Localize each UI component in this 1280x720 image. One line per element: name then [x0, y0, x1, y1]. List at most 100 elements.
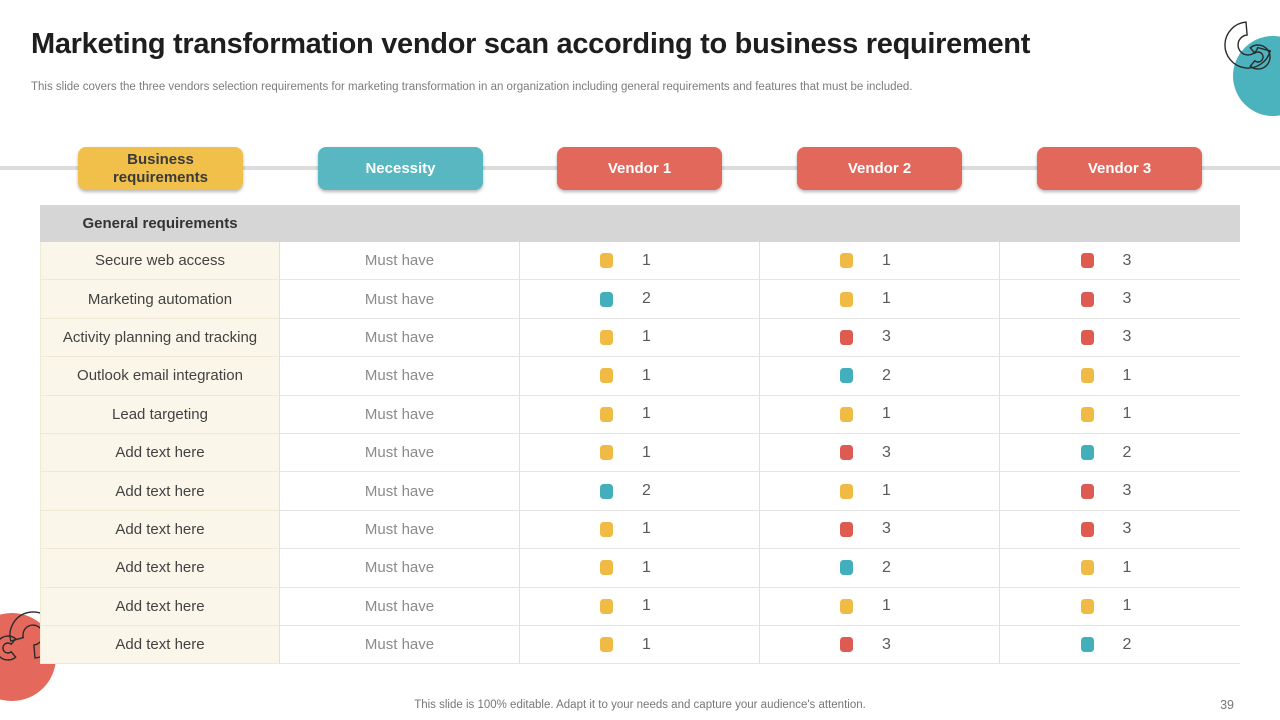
- vendor-2-score-cell: 3: [760, 625, 1000, 665]
- score-marker-icon: [1080, 637, 1094, 653]
- section-header-row: General requirements: [40, 205, 1240, 242]
- vendor-3-score-cell: 3: [1000, 242, 1240, 281]
- necessity-cell: Must have: [280, 510, 520, 550]
- score-value: 1: [642, 366, 651, 384]
- requirement-cell: Lead targeting: [40, 395, 280, 434]
- table-row: Secure web access Must have 1 1 3: [40, 242, 1240, 281]
- footer-note: This slide is 100% editable. Adapt it to…: [414, 699, 866, 711]
- score-marker-icon: [1080, 291, 1094, 307]
- vendor-1-score-cell: 1: [520, 242, 760, 281]
- vendor-1-score-cell: 1: [520, 433, 760, 473]
- score-value: 1: [642, 558, 651, 576]
- vendor-1-score-cell: 2: [520, 280, 760, 319]
- score-marker-icon: [840, 598, 854, 614]
- score-marker-icon: [1080, 445, 1094, 461]
- vendor-2-score-cell: 2: [760, 357, 1000, 396]
- requirement-cell: Add text here: [40, 510, 280, 550]
- score-value: 3: [882, 520, 891, 538]
- table-row: Add text here Must have 1 2 1: [40, 549, 1240, 588]
- requirement-cell: Outlook email integration: [40, 357, 280, 396]
- vendor-1-score-cell: 1: [520, 395, 760, 434]
- score-marker-icon: [840, 560, 854, 576]
- score-value: 3: [1122, 290, 1132, 308]
- score-marker-icon: [600, 521, 614, 537]
- score-marker-icon: [840, 445, 854, 461]
- necessity-cell: Must have: [280, 549, 520, 588]
- score-marker-icon: [840, 368, 854, 384]
- vendor-1-score-cell: 2: [520, 472, 760, 511]
- score-marker-icon: [840, 253, 854, 269]
- page-number: 39: [1220, 698, 1234, 712]
- score-marker-icon: [600, 368, 614, 384]
- vendor-1-score-cell: 1: [520, 510, 760, 550]
- score-value: 2: [882, 558, 891, 576]
- table-row: Add text here Must have 1 3 2: [40, 433, 1240, 473]
- score-marker-icon: [1080, 329, 1094, 345]
- page-title: Marketing transformation vendor scan acc…: [31, 28, 1031, 60]
- necessity-cell: Must have: [280, 242, 520, 281]
- crescent-outline-icon: [1224, 21, 1272, 69]
- vendor-2-score-cell: 1: [760, 587, 1000, 626]
- vendor-2-score-cell: 3: [760, 510, 1000, 550]
- score-value: 3: [882, 635, 891, 653]
- vendor-1-score-cell: 1: [520, 549, 760, 588]
- column-header-necessity[interactable]: Necessity: [318, 147, 483, 190]
- necessity-cell: Must have: [280, 395, 520, 434]
- score-value: 1: [882, 290, 891, 308]
- requirement-cell: Add text here: [40, 549, 280, 588]
- vendor-2-score-cell: 2: [760, 549, 1000, 588]
- vendor-2-score-cell: 3: [760, 433, 1000, 473]
- score-marker-icon: [1080, 253, 1094, 269]
- score-value: 1: [642, 635, 651, 653]
- score-value: 2: [1122, 443, 1132, 461]
- score-value: 2: [1122, 635, 1132, 653]
- vendor-3-score-cell: 2: [1000, 625, 1240, 665]
- slide-subtitle: This slide covers the three vendors sele…: [31, 81, 913, 93]
- small-crescent-outline-icon: [1249, 44, 1271, 70]
- score-value: 3: [1122, 520, 1132, 538]
- column-header-vendor-2[interactable]: Vendor 2: [797, 147, 962, 190]
- necessity-cell: Must have: [280, 587, 520, 626]
- vendor-3-score-cell: 1: [1000, 357, 1240, 396]
- score-value: 2: [882, 366, 891, 384]
- score-marker-icon: [840, 483, 854, 499]
- requirement-cell: Add text here: [40, 587, 280, 626]
- score-value: 2: [642, 290, 651, 308]
- column-header-vendor-3[interactable]: Vendor 3: [1037, 147, 1202, 190]
- score-value: 3: [1122, 328, 1132, 346]
- score-value: 1: [882, 482, 891, 500]
- score-value: 1: [1122, 405, 1132, 423]
- table-row: Add text here Must have 1 1 1: [40, 587, 1240, 626]
- vendor-1-score-cell: 1: [520, 357, 760, 396]
- vendor-2-score-cell: 1: [760, 395, 1000, 434]
- score-marker-icon: [840, 637, 854, 653]
- necessity-cell: Must have: [280, 318, 520, 358]
- score-value: 3: [1122, 482, 1132, 500]
- vendor-2-score-cell: 1: [760, 472, 1000, 511]
- table-row: Add text here Must have 2 1 3: [40, 472, 1240, 511]
- score-marker-icon: [1080, 598, 1094, 614]
- necessity-cell: Must have: [280, 433, 520, 473]
- requirement-cell: Secure web access: [40, 242, 280, 281]
- column-header-vendor-1[interactable]: Vendor 1: [557, 147, 722, 190]
- vendor-3-score-cell: 1: [1000, 395, 1240, 434]
- column-header-business-requirements[interactable]: Business requirements: [78, 147, 243, 190]
- section-header-label: General requirements: [82, 215, 238, 232]
- vendor-3-score-cell: 2: [1000, 433, 1240, 473]
- table-row: Marketing automation Must have 2 1 3: [40, 280, 1240, 319]
- score-marker-icon: [840, 291, 854, 307]
- score-marker-icon: [1080, 406, 1094, 422]
- teal-circle-icon: [1233, 36, 1280, 116]
- necessity-cell: Must have: [280, 625, 520, 665]
- score-value: 1: [642, 328, 651, 346]
- requirement-cell: Add text here: [40, 433, 280, 473]
- vendor-comparison-table: General requirements Secure web access M…: [40, 205, 1240, 665]
- score-marker-icon: [1080, 483, 1094, 499]
- score-marker-icon: [600, 637, 614, 653]
- score-marker-icon: [1080, 368, 1094, 384]
- vendor-2-score-cell: 1: [760, 280, 1000, 319]
- vendor-3-score-cell: 3: [1000, 280, 1240, 319]
- table-row: Add text here Must have 1 3 3: [40, 510, 1240, 550]
- score-marker-icon: [600, 598, 614, 614]
